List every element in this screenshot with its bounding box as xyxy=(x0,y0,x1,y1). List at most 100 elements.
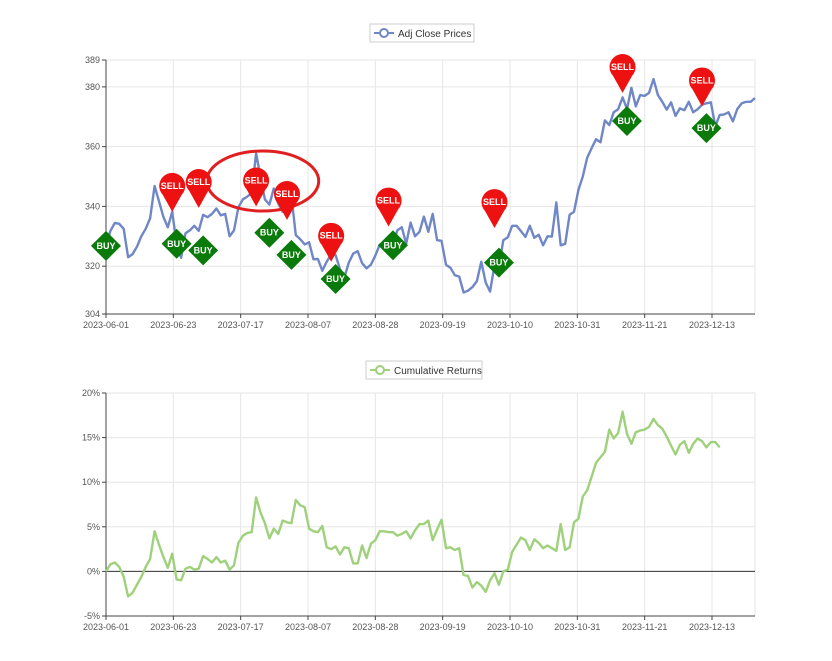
price-x-tick-label: 2023-07-17 xyxy=(218,320,264,330)
price-y-tick-label: 389 xyxy=(85,55,100,65)
price-x-tick-label: 2023-06-01 xyxy=(83,320,129,330)
returns-legend[interactable]: Cumulative Returns xyxy=(365,360,483,380)
buy-label: BUY xyxy=(697,123,716,133)
returns-y-tick-label: 5% xyxy=(87,522,100,532)
buy-label: BUY xyxy=(96,241,115,251)
price-legend[interactable]: Adj Close Prices xyxy=(369,23,475,43)
sell-marker: SELL xyxy=(609,53,636,93)
price-y-tick-label: 304 xyxy=(85,309,100,319)
returns-y-tick-label: 10% xyxy=(82,477,100,487)
buy-label: BUY xyxy=(383,240,402,250)
price-x-tick-label: 2023-09-19 xyxy=(420,320,466,330)
sell-pin-shape xyxy=(243,167,270,207)
returns-x-tick-label: 2023-08-07 xyxy=(285,622,331,632)
sell-pin-shape xyxy=(274,180,301,220)
returns-x-tick-label: 2023-06-23 xyxy=(150,622,196,632)
sell-label: SELL xyxy=(320,231,344,241)
buy-diamond-shape xyxy=(91,230,121,261)
sell-label: SELL xyxy=(377,195,401,205)
sell-label: SELL xyxy=(483,197,507,207)
sell-pin-shape xyxy=(609,53,636,93)
returns-series-line xyxy=(104,410,721,598)
price-x-tick-label: 2023-06-23 xyxy=(150,320,196,330)
returns-legend-label: Cumulative Returns xyxy=(394,366,482,377)
buy-label: BUY xyxy=(617,116,636,126)
price-x-tick-label: 2023-10-31 xyxy=(554,320,600,330)
buy-label: BUY xyxy=(260,228,279,238)
buy-marker: BUY xyxy=(691,113,722,144)
returns-y-tick-label: -5% xyxy=(84,611,100,621)
price-y-tick-label: 360 xyxy=(85,142,100,152)
sell-pin-shape xyxy=(689,67,716,107)
buy-label: BUY xyxy=(326,274,345,284)
buy-diamond-shape xyxy=(377,230,408,261)
returns-legend-box xyxy=(365,360,483,380)
returns-x-tick-label: 2023-06-01 xyxy=(83,622,129,632)
buy-label: BUY xyxy=(489,258,508,268)
sell-pin-shape xyxy=(318,222,345,262)
sell-pin-shape xyxy=(481,189,508,228)
sell-label: SELL xyxy=(611,62,635,72)
sell-pin-shape xyxy=(159,172,186,212)
buy-marker: BUY xyxy=(276,239,307,270)
buy-marker: BUY xyxy=(320,264,351,295)
price-legend-box xyxy=(369,23,475,43)
price-legend-label: Adj Close Prices xyxy=(398,29,471,40)
buy-diamond-shape xyxy=(611,105,642,136)
returns-axes xyxy=(102,392,755,620)
sell-marker: SELL xyxy=(375,187,402,227)
buy-diamond-shape xyxy=(188,235,219,266)
sell-label: SELL xyxy=(187,177,211,187)
buy-marker: BUY xyxy=(91,230,121,261)
buy-label: BUY xyxy=(194,245,213,255)
sell-marker: SELL xyxy=(689,67,716,107)
price-y-tick-label: 340 xyxy=(85,201,100,211)
returns-legend-marker xyxy=(375,365,385,375)
returns-x-tick-label: 2023-12-13 xyxy=(689,622,735,632)
sell-pin-shape xyxy=(185,169,212,208)
price-x-tick-label: 2023-12-13 xyxy=(689,320,735,330)
price-x-tick-label: 2023-10-10 xyxy=(487,320,533,330)
sell-marker: SELL xyxy=(318,222,345,262)
price-x-tick-labels: 2023-06-01 2023-06-23 2023-07-17 2023-08-07… xyxy=(83,320,735,330)
sell-label: SELL xyxy=(245,175,269,185)
returns-x-tick-labels: 2023-06-01 2023-06-23 2023-07-17 2023-08-07… xyxy=(83,622,735,632)
buy-label: BUY xyxy=(282,250,301,260)
price-y-tick-label: 320 xyxy=(85,261,100,271)
sell-marker: SELL xyxy=(185,169,212,208)
sell-marker: SELL xyxy=(274,180,301,220)
returns-chart: Cumulative Returns -5% 0% 5% 10% 15% 20% 2023… xyxy=(82,360,756,632)
returns-x-tick-label: 2023-10-10 xyxy=(487,622,533,632)
returns-x-tick-label: 2023-11-21 xyxy=(622,622,667,632)
returns-x-tick-label: 2023-08-28 xyxy=(352,622,398,632)
sell-label: SELL xyxy=(276,189,300,199)
returns-y-tick-label: 15% xyxy=(82,433,100,443)
trade-signals: BUY SELL BUY SELL BUY SELL BUY SELL BUY SELL BUY SE… xyxy=(91,53,722,295)
price-y-tick-labels: 304 320 340 360 380 389 xyxy=(85,55,100,319)
buy-diamond-shape xyxy=(483,247,514,278)
buy-diamond-shape xyxy=(161,228,192,259)
sell-label: SELL xyxy=(691,75,715,85)
buy-marker: BUY xyxy=(611,105,642,136)
buy-marker: BUY xyxy=(161,228,192,259)
price-legend-marker xyxy=(379,28,389,38)
sell-marker: SELL xyxy=(243,167,270,207)
buy-diamond-shape xyxy=(320,264,351,295)
buy-label: BUY xyxy=(167,239,186,249)
price-series-line xyxy=(104,77,756,294)
buy-diamond-shape xyxy=(254,217,285,248)
returns-x-tick-label: 2023-09-19 xyxy=(420,622,466,632)
price-x-tick-label: 2023-08-28 xyxy=(352,320,398,330)
buy-marker: BUY xyxy=(483,247,514,278)
price-axes xyxy=(102,59,755,318)
price-chart: Adj Close Prices 304 320 340 360 380 389 2023… xyxy=(83,23,756,330)
buy-marker: BUY xyxy=(377,230,408,261)
returns-y-tick-label: 20% xyxy=(82,388,100,398)
sell-label: SELL xyxy=(161,181,185,191)
returns-y-tick-label: 0% xyxy=(87,566,100,576)
price-y-tick-label: 380 xyxy=(85,82,100,92)
buy-diamond-shape xyxy=(276,239,307,270)
buy-marker: BUY xyxy=(188,235,219,266)
sell-marker: SELL xyxy=(481,189,508,228)
